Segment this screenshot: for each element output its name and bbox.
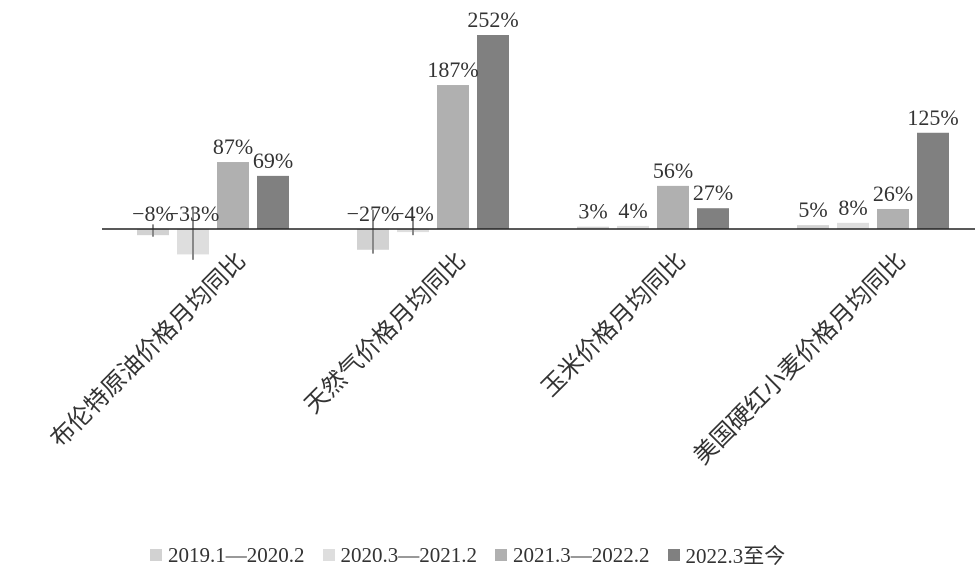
data-label-2-3: 27% (693, 180, 733, 205)
category-label-1: 天然气价格月均同比 (299, 246, 472, 419)
data-label-0-3: 69% (253, 148, 293, 173)
data-label-1-1: −4% (392, 201, 434, 226)
bar-0-3 (257, 175, 289, 229)
bar-2-3 (697, 208, 729, 229)
legend: 2019.1—2020.2 2020.3—2021.2 2021.3—2022.2 2… (150, 540, 803, 570)
bar-3-0 (797, 225, 829, 229)
legend-label-3: 2022.3至今 (685, 544, 786, 568)
bar-2-1 (617, 225, 649, 229)
category-label-2: 玉米价格月均同比 (536, 246, 692, 402)
legend-label-2: 2021.3—2022.2 (513, 542, 650, 567)
legend-label-1: 2020.3—2021.2 (340, 542, 478, 567)
data-label-2-0: 3% (578, 199, 607, 224)
data-label-1-2: 187% (427, 57, 478, 82)
legend-swatch-2 (495, 549, 507, 561)
bar-2-0 (577, 226, 609, 229)
data-label-2-1: 4% (618, 198, 647, 223)
data-label-3-0: 5% (798, 197, 827, 222)
bar-3-2 (877, 208, 909, 229)
data-label-1-3: 252% (467, 7, 518, 32)
legend-item-0: 2019.1—2020.2 (150, 543, 305, 568)
category-label-3: 美国硬红小麦价格月均同比 (688, 246, 911, 469)
bar-1-2 (437, 85, 469, 230)
error-bars-layer (152, 207, 414, 260)
data-label-1-0: −27% (347, 201, 400, 226)
category-label-0: 布伦特原油价格月均同比 (45, 246, 251, 452)
data-label-0-0: −8% (132, 201, 174, 226)
legend-swatch-1 (322, 549, 335, 561)
legend-swatch-0 (150, 549, 162, 561)
data-label-3-1: 8% (838, 195, 867, 220)
legend-item-1: 2020.3—2021.2 (322, 542, 478, 568)
bar-0-2 (217, 162, 249, 229)
data-label-0-2: 87% (213, 134, 253, 159)
bar-3-3 (917, 132, 949, 229)
bar-2-2 (657, 185, 689, 229)
legend-item-3: 2022.3至今 (667, 540, 786, 570)
data-label-0-1: −33% (167, 201, 220, 226)
legend-label-0: 2019.1—2020.2 (168, 542, 305, 567)
legend-item-2: 2021.3—2022.2 (495, 543, 650, 568)
bar-3-1 (837, 222, 869, 229)
data-label-3-2: 26% (873, 181, 913, 206)
data-label-3-3: 125% (907, 105, 958, 130)
legend-swatch-3 (667, 549, 680, 561)
data-label-2-2: 56% (653, 158, 693, 183)
bar-1-3 (477, 35, 509, 229)
data-labels-layer: −8%−33% 87%69% −27%−4% 187% 252% 3% 4%56%27% 5%… (132, 7, 959, 226)
